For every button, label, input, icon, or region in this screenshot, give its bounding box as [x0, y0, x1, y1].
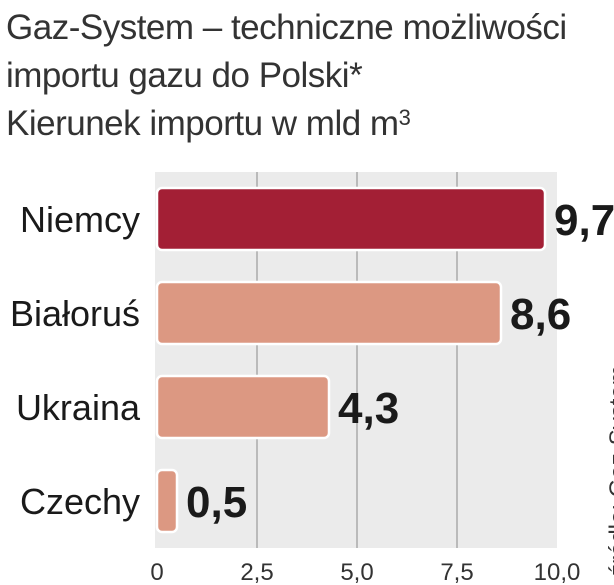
chart-title: Gaz-System – techniczne możliwości impor…: [6, 4, 606, 148]
title-unit-superscript: 3: [398, 105, 411, 130]
value-label: 0,5: [186, 478, 247, 527]
bar: [155, 374, 331, 440]
category-label: Białoruś: [10, 293, 140, 334]
value-label: 8,6: [510, 290, 571, 339]
x-tick-label: 0: [150, 559, 163, 585]
value-label: 4,3: [338, 384, 399, 433]
title-line-2: importu gazu do Polski*: [6, 56, 363, 95]
bar: [155, 280, 503, 346]
title-line-3-text: Kierunek importu w mld m: [6, 104, 399, 143]
x-tick-label: 10,0: [534, 559, 581, 585]
x-tick-label: 7,5: [440, 559, 473, 585]
source-note: źródło: Gaz-System: [605, 365, 614, 576]
bar: [155, 186, 547, 252]
bar: [155, 468, 179, 534]
x-tick-label: 2,5: [240, 559, 273, 585]
title-line-3: Kierunek importu w mld m3: [6, 100, 606, 148]
category-label: Niemcy: [20, 199, 140, 240]
category-label: Czechy: [20, 481, 140, 522]
x-tick-label: 5,0: [340, 559, 373, 585]
value-label: 9,7: [554, 196, 614, 245]
title-line-1: Gaz-System – techniczne możliwości: [6, 8, 567, 47]
category-label: Ukraina: [16, 387, 141, 428]
